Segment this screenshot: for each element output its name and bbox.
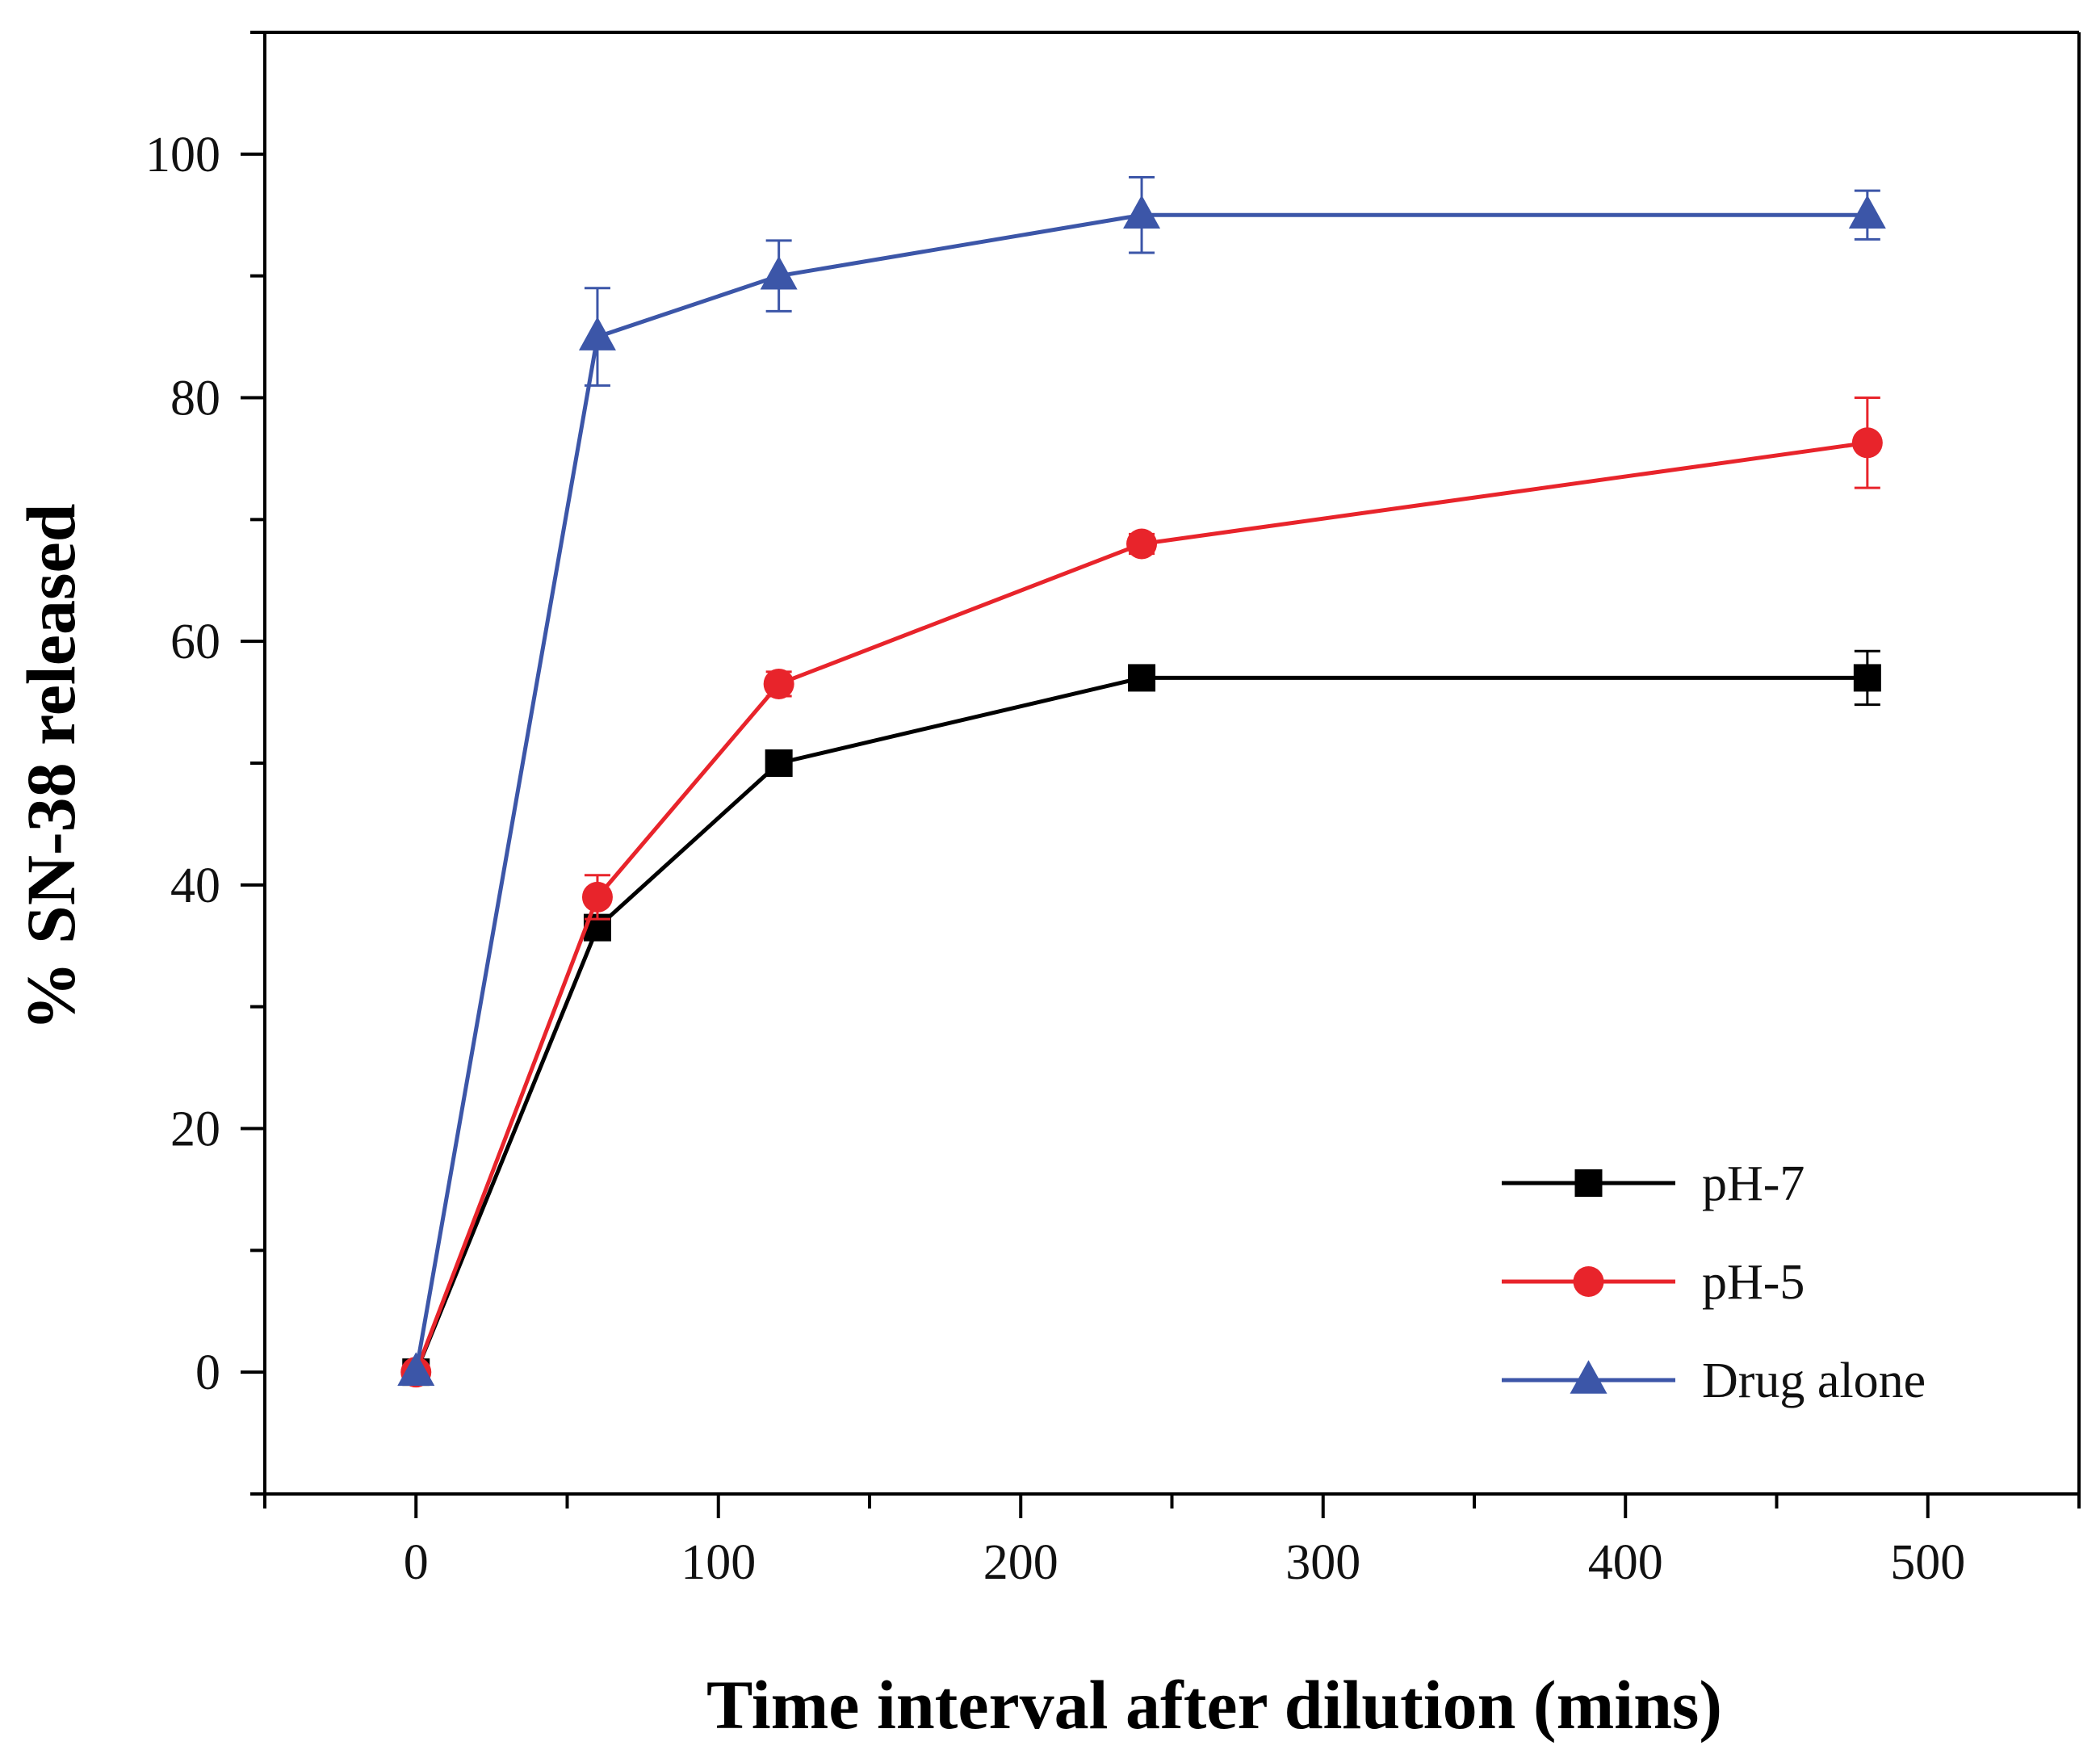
legend: pH-7 pH-5 Drug alone bbox=[1502, 1156, 1926, 1408]
y-tick-label: 0 bbox=[195, 1345, 220, 1400]
legend-item: pH-7 bbox=[1502, 1156, 1804, 1211]
data-point bbox=[763, 668, 794, 699]
axes-layer: 0 100 200 300 400 500 0 20 40 60 80 100 bbox=[145, 31, 2081, 1590]
data-point bbox=[1851, 427, 1883, 459]
data-point bbox=[1123, 195, 1161, 229]
series-line bbox=[413, 675, 1867, 1374]
data-point bbox=[760, 255, 798, 290]
y-tick-label: 80 bbox=[170, 371, 220, 426]
series-line bbox=[413, 212, 1867, 1373]
legend-label: pH-5 bbox=[1702, 1255, 1804, 1310]
x-tick-label: 300 bbox=[1285, 1535, 1360, 1590]
data-point bbox=[397, 1352, 435, 1386]
series-drug-alone bbox=[397, 175, 1886, 1386]
series-ph-7 bbox=[402, 649, 1881, 1387]
legend-marker bbox=[1573, 1266, 1604, 1297]
data-layer bbox=[397, 175, 1886, 1388]
y-axis-title: % SN-38 released bbox=[12, 504, 90, 1031]
legend-item: Drug alone bbox=[1502, 1353, 1926, 1408]
data-point bbox=[1853, 664, 1881, 692]
x-tick-label: 500 bbox=[1890, 1535, 1965, 1590]
y-tick-label: 60 bbox=[170, 615, 220, 669]
y-tick-label: 40 bbox=[170, 858, 220, 913]
data-point bbox=[1128, 664, 1156, 692]
x-axis-title: Time interval after dilution (mins) bbox=[706, 1666, 1722, 1744]
x-tick-label: 0 bbox=[404, 1535, 429, 1590]
data-point bbox=[1848, 195, 1886, 229]
data-point bbox=[765, 749, 793, 777]
data-point bbox=[578, 317, 616, 350]
legend-item: pH-5 bbox=[1502, 1255, 1804, 1310]
y-tick-label: 20 bbox=[170, 1102, 220, 1157]
axis-titles: Time interval after dilution (mins) % SN… bbox=[12, 504, 1722, 1744]
x-tick-label: 100 bbox=[681, 1535, 756, 1590]
legend-marker bbox=[1574, 1169, 1603, 1197]
series-line bbox=[413, 440, 1868, 1374]
data-point bbox=[581, 881, 613, 913]
legend-marker bbox=[1570, 1360, 1607, 1394]
x-tick-label: 400 bbox=[1588, 1535, 1663, 1590]
x-tick-label: 200 bbox=[983, 1535, 1058, 1590]
y-tick-label: 100 bbox=[145, 128, 220, 183]
legend-label: Drug alone bbox=[1702, 1353, 1926, 1408]
legend-label: pH-7 bbox=[1702, 1156, 1804, 1211]
series-ph-5 bbox=[400, 397, 1883, 1388]
data-point bbox=[1126, 528, 1158, 560]
